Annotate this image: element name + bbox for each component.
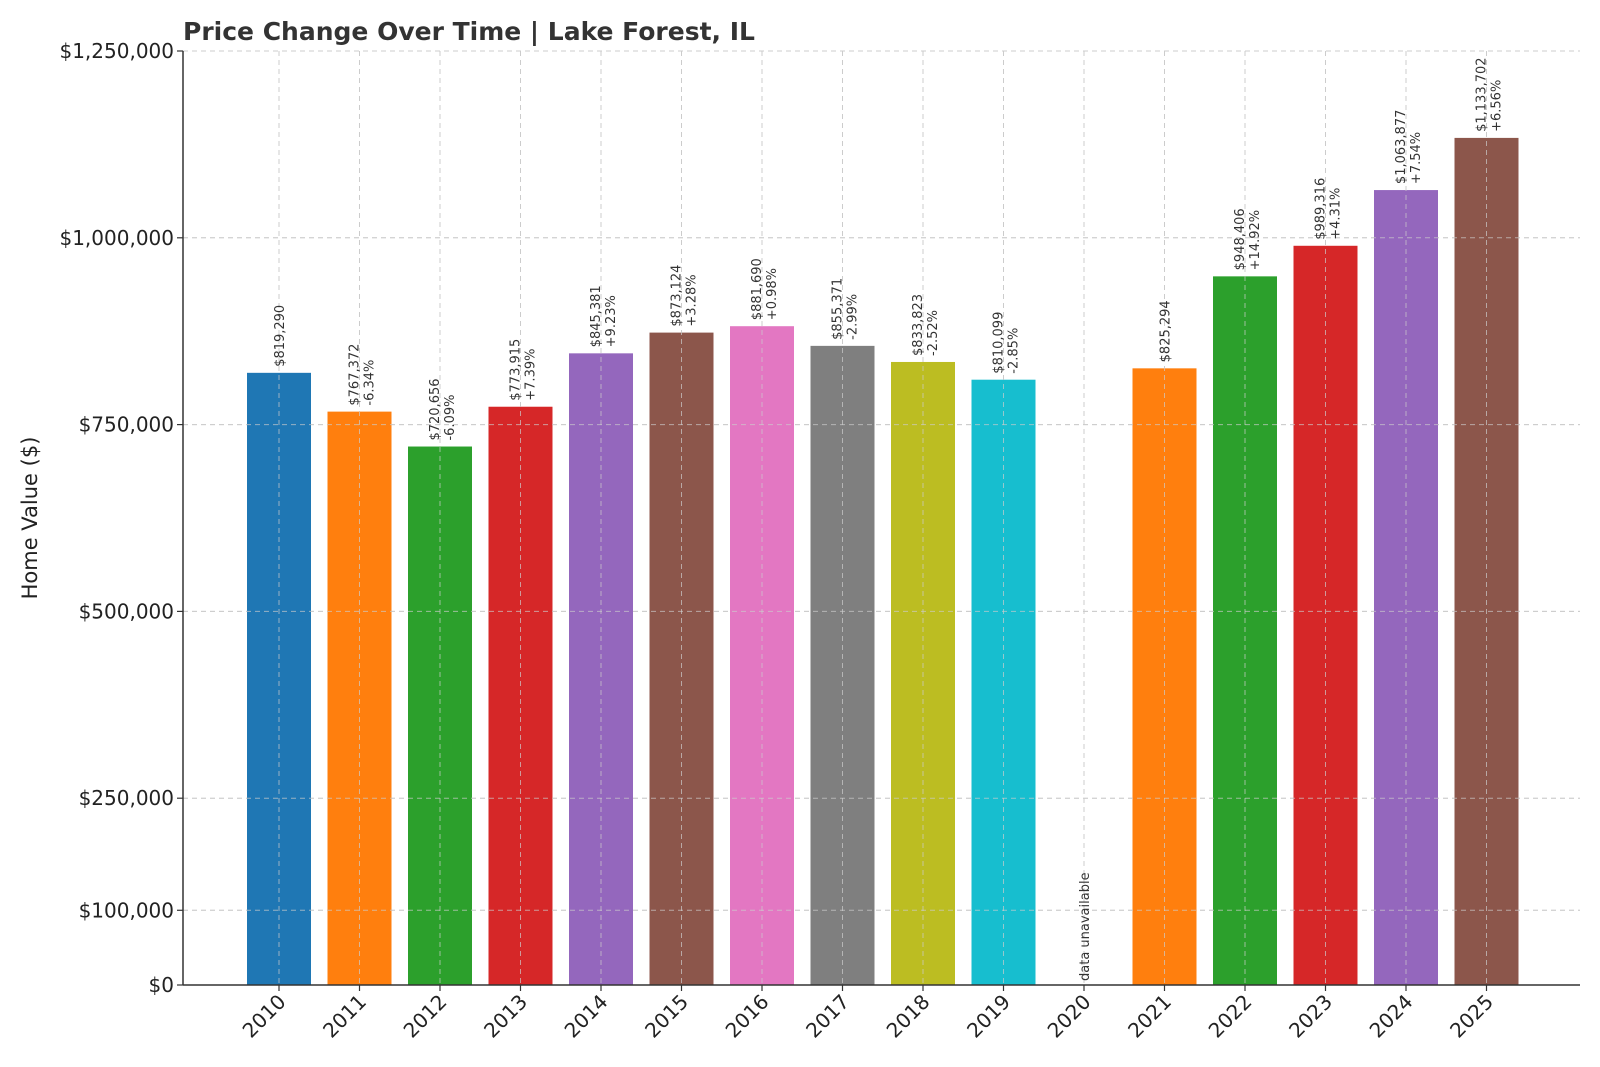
change-label-2017: -2.99% [846,294,861,340]
value-label-2011: $767,372 [348,344,363,406]
change-label-2023: +4.31% [1329,188,1344,240]
value-label-2025: $1,133,702 [1475,57,1490,131]
x-tick-label-2015: 2015 [640,990,693,1043]
change-label-2018: -2.52% [926,310,941,356]
x-tick-label-2025: 2025 [1445,990,1498,1043]
value-label-2021: $825,294 [1159,300,1174,362]
y-tick-label: $250,000 [79,786,174,810]
bars [247,137,1519,986]
missing-data-label: data unavailable [1078,872,1093,981]
value-label-2019: $810,099 [992,312,1007,374]
chart-title: Price Change Over Time | Lake Forest, IL [183,17,755,46]
x-tick-label-2012: 2012 [399,990,452,1043]
x-tick-label-2010: 2010 [238,990,291,1043]
y-tick-label: $1,000,000 [59,226,174,250]
value-label-2016: $881,690 [750,258,765,320]
x-tick-label-2020: 2020 [1043,990,1096,1043]
x-tick-label-2019: 2019 [962,990,1015,1043]
x-tick-label-2021: 2021 [1123,990,1176,1043]
value-label-2018: $833,823 [911,294,926,356]
value-label-2012: $720,656 [428,378,443,440]
change-label-2012: -6.09% [443,395,458,441]
x-tick-label-2013: 2013 [479,990,532,1043]
value-label-2015: $873,124 [670,265,685,327]
value-label-2024: $1,063,877 [1394,110,1409,184]
x-tick-label-2011: 2011 [318,990,371,1043]
change-label-2024: +7.54% [1409,132,1424,184]
change-label-2025: +6.56% [1490,80,1505,132]
value-label-2022: $948,406 [1233,208,1248,270]
x-tick-label-2018: 2018 [882,990,935,1043]
overlay-gridlines [183,50,1580,986]
x-tick-label-2017: 2017 [801,990,854,1043]
x-tick-label-2014: 2014 [560,990,613,1043]
gridlines [183,50,1580,986]
y-tick-label: $750,000 [79,413,174,437]
change-label-2011: -6.34% [363,360,378,406]
x-tick-label-2023: 2023 [1284,990,1337,1043]
bar-labels: $819,290 $767,372 -6.34% $720,656 -6.09% $773… [273,57,1505,981]
value-label-2010: $819,290 [273,305,288,367]
y-axis-label: Home Value ($) [18,437,42,600]
change-label-2022: +14.92% [1248,210,1263,270]
x-tick-label-2024: 2024 [1365,990,1418,1043]
change-label-2016: +0.98% [765,268,780,320]
change-label-2015: +3.28% [685,274,700,326]
change-label-2014: +9.23% [604,295,619,347]
x-tick-label-2016: 2016 [721,990,774,1043]
change-label-2013: +7.39% [524,349,539,401]
y-tick-label: $1,250,000 [59,39,174,63]
y-tick-label: $100,000 [79,898,174,922]
y-tick-label: $500,000 [79,599,174,623]
y-tick-label: $0 [149,973,174,997]
x-tick-label-2022: 2022 [1204,990,1257,1043]
value-label-2014: $845,381 [589,285,604,347]
value-label-2023: $989,316 [1314,178,1329,240]
bar-2012 [408,446,472,985]
bar-2025 [1454,137,1519,985]
value-label-2017: $855,371 [831,278,846,340]
change-label-2019: -2.85% [1007,328,1022,374]
bar-2010 [247,372,311,985]
value-label-2013: $773,915 [509,339,524,401]
